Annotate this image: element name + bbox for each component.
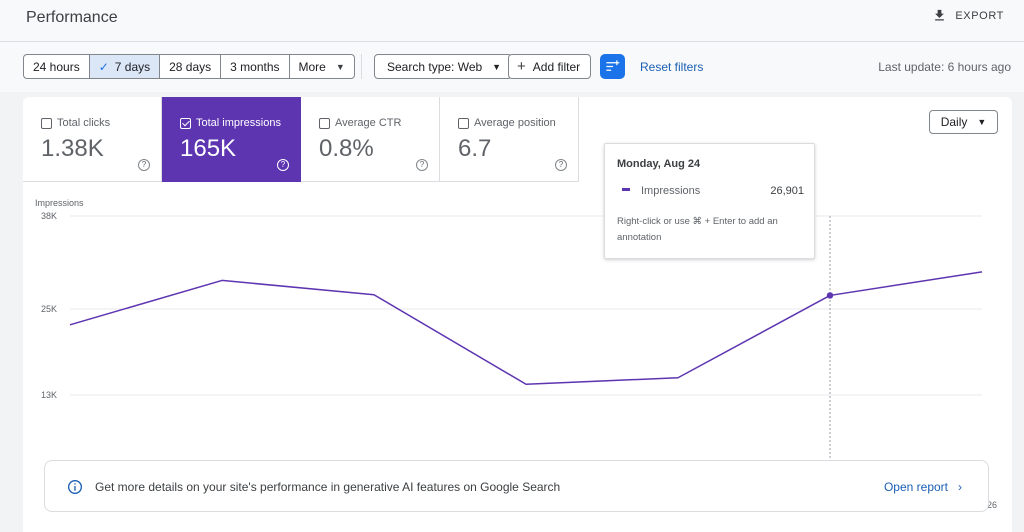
range-label: 3 months (230, 59, 280, 74)
data-point (826, 292, 834, 299)
info-icon (68, 480, 82, 494)
metric-label: Average CTR (335, 117, 402, 129)
tooltip-note: Right-click or use ⌘ + Enter to add an a… (617, 216, 778, 243)
search-type-dropdown[interactable]: Search type: Web ▼ (374, 54, 513, 79)
export-label: EXPORT (955, 9, 1004, 22)
checkbox-icon (319, 117, 330, 129)
metric-label-row: Average CTR (319, 117, 401, 129)
metric-value: 1.38K (41, 135, 104, 162)
help-icon[interactable]: ? (416, 159, 428, 171)
metric-total-impressions[interactable]: Total impressions 165K ? (162, 97, 301, 182)
open-report-link[interactable]: Open report › (884, 480, 962, 494)
caret-down-icon: ▼ (335, 61, 345, 72)
plus-icon: + (517, 58, 526, 75)
impressions-series-line (69, 271, 983, 385)
y-tick-label: 38K (41, 211, 57, 221)
series-swatch (622, 188, 630, 191)
banner-text: Get more details on your site's performa… (95, 480, 561, 494)
checkbox-icon (458, 117, 469, 129)
metric-label-row: Total clicks (41, 117, 110, 129)
granularity-dropdown[interactable]: Daily ▼ (929, 110, 998, 134)
check-icon: ✓ (98, 59, 109, 74)
metric-label: Total clicks (57, 117, 111, 129)
ai-features-banner: Get more details on your site's performa… (44, 460, 989, 512)
metric-label-row: Average position (458, 117, 556, 129)
reset-filters-link[interactable]: Reset filters (640, 60, 704, 74)
y-tick-label: 25K (41, 304, 57, 314)
y-axis-title: Impressions (35, 198, 84, 208)
more-label: More (298, 59, 326, 74)
last-update-text: Last update: 6 hours ago (878, 60, 1011, 74)
checkbox-checked-icon (180, 117, 191, 129)
download-icon (935, 9, 945, 21)
tooltip-series-name: Impressions (641, 185, 701, 197)
tooltip-series-value: 26,901 (770, 185, 804, 197)
caret-down-icon: ▼ (977, 117, 987, 127)
metric-total-clicks[interactable]: Total clicks 1.38K ? (23, 97, 162, 182)
metric-average-position[interactable]: Average position 6.7 ? (440, 97, 579, 182)
caret-down-icon: ▼ (492, 61, 502, 72)
range-3-months[interactable]: 3 months (221, 55, 290, 78)
help-icon[interactable]: ? (277, 159, 289, 171)
metric-label: Average position (474, 117, 556, 129)
metric-average-ctr[interactable]: Average CTR 0.8% ? (301, 97, 440, 182)
range-24-hours[interactable]: 24 hours (24, 55, 90, 78)
open-report-label: Open report (883, 480, 948, 494)
add-filter-label: Add filter (532, 59, 581, 74)
filter-settings-button[interactable] (600, 54, 625, 79)
export-button[interactable]: EXPORT (932, 8, 1004, 23)
range-label: 7 days (114, 59, 151, 74)
tooltip-date: Monday, Aug 24 (617, 158, 701, 170)
granularity-label: Daily (940, 115, 968, 129)
metric-label: Total impressions (196, 117, 281, 129)
range-more-dropdown[interactable]: More ▼ (290, 55, 354, 78)
range-28-days[interactable]: 28 days (160, 55, 222, 78)
metric-value: 6.7 (458, 135, 492, 162)
range-label: 28 days (169, 59, 212, 74)
range-7-days[interactable]: ✓ 7 days (89, 55, 161, 78)
metric-value: 0.8% (319, 135, 374, 162)
page-header: Performance EXPORT (0, 0, 1024, 42)
y-tick-label: 13K (41, 390, 57, 400)
range-label: 24 hours (33, 59, 80, 74)
chart-tooltip: Monday, Aug 24 Impressions 26,901 Right-… (604, 143, 815, 259)
checkbox-icon (41, 117, 52, 129)
add-filter-button[interactable]: + Add filter (508, 54, 592, 79)
divider (361, 54, 362, 79)
filter-list-icon (606, 60, 620, 71)
date-range-selector: 24 hours ✓ 7 days 28 days 3 months More ▼ (23, 54, 355, 79)
metric-label-row: Total impressions (180, 117, 281, 129)
help-icon[interactable]: ? (555, 159, 567, 171)
filter-bar: 24 hours ✓ 7 days 28 days 3 months More ▼ … (0, 42, 1024, 92)
chevron-right-icon: › (958, 480, 962, 494)
performance-card: Total clicks 1.38K ? Total impressions 1… (23, 97, 1012, 532)
help-icon[interactable]: ? (138, 159, 150, 171)
page-title: Performance (26, 9, 118, 26)
search-type-label: Search type: Web (387, 59, 483, 74)
metric-value: 165K (180, 135, 237, 162)
